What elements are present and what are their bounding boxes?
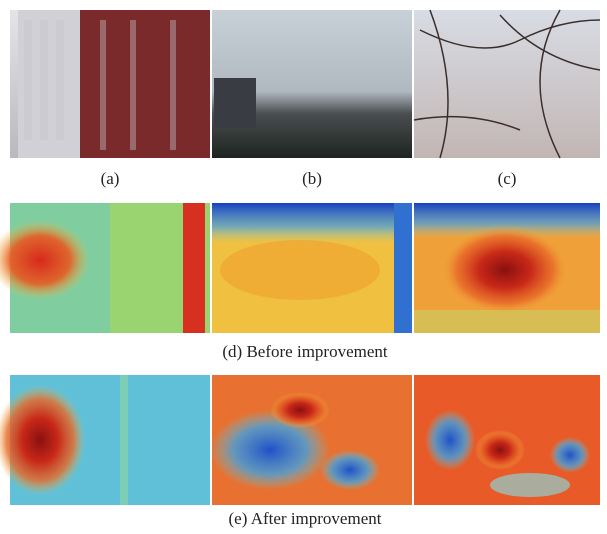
heatmaps-after <box>0 375 600 505</box>
heatmaps-before <box>0 203 600 333</box>
label: (b) <box>302 169 322 188</box>
photos <box>10 9 601 159</box>
caption: (d) Before improvement <box>222 342 387 361</box>
photo-c <box>414 10 600 158</box>
label: (c) <box>498 169 517 188</box>
caption: (e) After improvement <box>229 509 382 528</box>
label: (a) <box>101 169 120 188</box>
